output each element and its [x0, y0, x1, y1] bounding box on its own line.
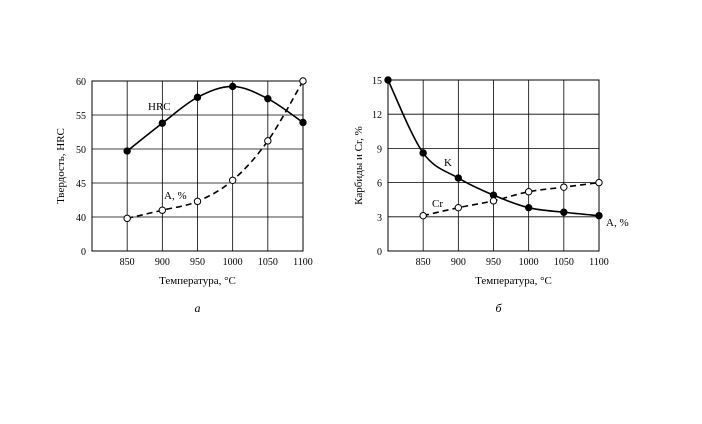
- y-tick-label: 55: [76, 111, 86, 122]
- panel-b-carbides-chart: 0 3 6 9 12 15 850 900 950 1000 1050 1100 Температура…: [353, 76, 629, 315]
- data-point: [299, 118, 307, 127]
- y-tick-label: 45: [76, 179, 86, 190]
- y-tick-label: 0: [377, 247, 382, 258]
- data-point: [264, 137, 272, 145]
- data-point: [228, 82, 237, 91]
- y-tick-label: 50: [76, 145, 86, 156]
- y-tick-label: 15: [372, 76, 382, 87]
- series-line-hrc: [126, 85, 304, 152]
- y-axis-label: Карбиды и Cr, %: [353, 126, 365, 205]
- x-tick-label: 1000: [223, 257, 243, 268]
- x-axis-label: Температура, °C: [475, 275, 552, 287]
- series-label-cr: Cr: [432, 198, 443, 210]
- y-tick-label: 60: [76, 77, 86, 88]
- y-tick-label: 40: [76, 213, 86, 224]
- data-point: [419, 149, 427, 157]
- panel-label: а: [195, 301, 201, 315]
- series-line-cr: [422, 181, 600, 217]
- data-point: [595, 211, 603, 220]
- y-axis-label: Твердость, HRC: [55, 128, 67, 204]
- x-axis-label: Температура, °C: [159, 275, 236, 287]
- data-point: [524, 188, 533, 196]
- data-point: [193, 93, 202, 102]
- data-point: [299, 77, 307, 85]
- annotation-a-percent: А, %: [606, 217, 629, 229]
- x-tick-label: 1000: [519, 257, 539, 268]
- x-tick-label: 950: [486, 257, 501, 268]
- y-tick-label: 12: [372, 110, 382, 121]
- x-tick-label: 850: [120, 257, 135, 268]
- y-tick-label: 3: [377, 213, 382, 224]
- data-point: [123, 147, 131, 155]
- x-tick-label: 1100: [293, 257, 313, 268]
- x-tick-label: 900: [155, 257, 170, 268]
- x-tick-label: 1050: [258, 257, 278, 268]
- data-point: [228, 176, 237, 184]
- data-point: [158, 206, 167, 214]
- data-point: [384, 76, 392, 84]
- panel-a-hardness-chart: 0 40 45 50 55 60 850 900 950 1000 1050 1100 Температ…: [55, 77, 313, 315]
- data-point: [489, 197, 498, 205]
- data-point: [560, 183, 568, 191]
- y-tick-label: 9: [377, 144, 382, 155]
- series-label-a-percent: А, %: [164, 190, 187, 202]
- x-tick-label: 950: [190, 257, 205, 268]
- data-point: [158, 119, 167, 127]
- series-label-k: K: [444, 157, 452, 169]
- data-point: [524, 203, 533, 212]
- data-point: [454, 203, 463, 212]
- data-point: [419, 211, 427, 220]
- data-point: [193, 197, 202, 206]
- panel-label: б: [495, 301, 502, 315]
- x-tick-label: 1050: [554, 257, 574, 268]
- data-point: [454, 174, 463, 182]
- y-tick-label: 6: [377, 179, 382, 190]
- data-point: [123, 214, 131, 223]
- x-tick-label: 900: [451, 257, 466, 268]
- y-tick-label: 0: [81, 247, 86, 258]
- data-point: [560, 208, 568, 216]
- x-tick-label: 850: [416, 257, 431, 268]
- data-point: [264, 94, 272, 103]
- data-point: [595, 178, 603, 187]
- series-label-hrc: HRC: [148, 101, 171, 113]
- x-tick-label: 1100: [589, 257, 609, 268]
